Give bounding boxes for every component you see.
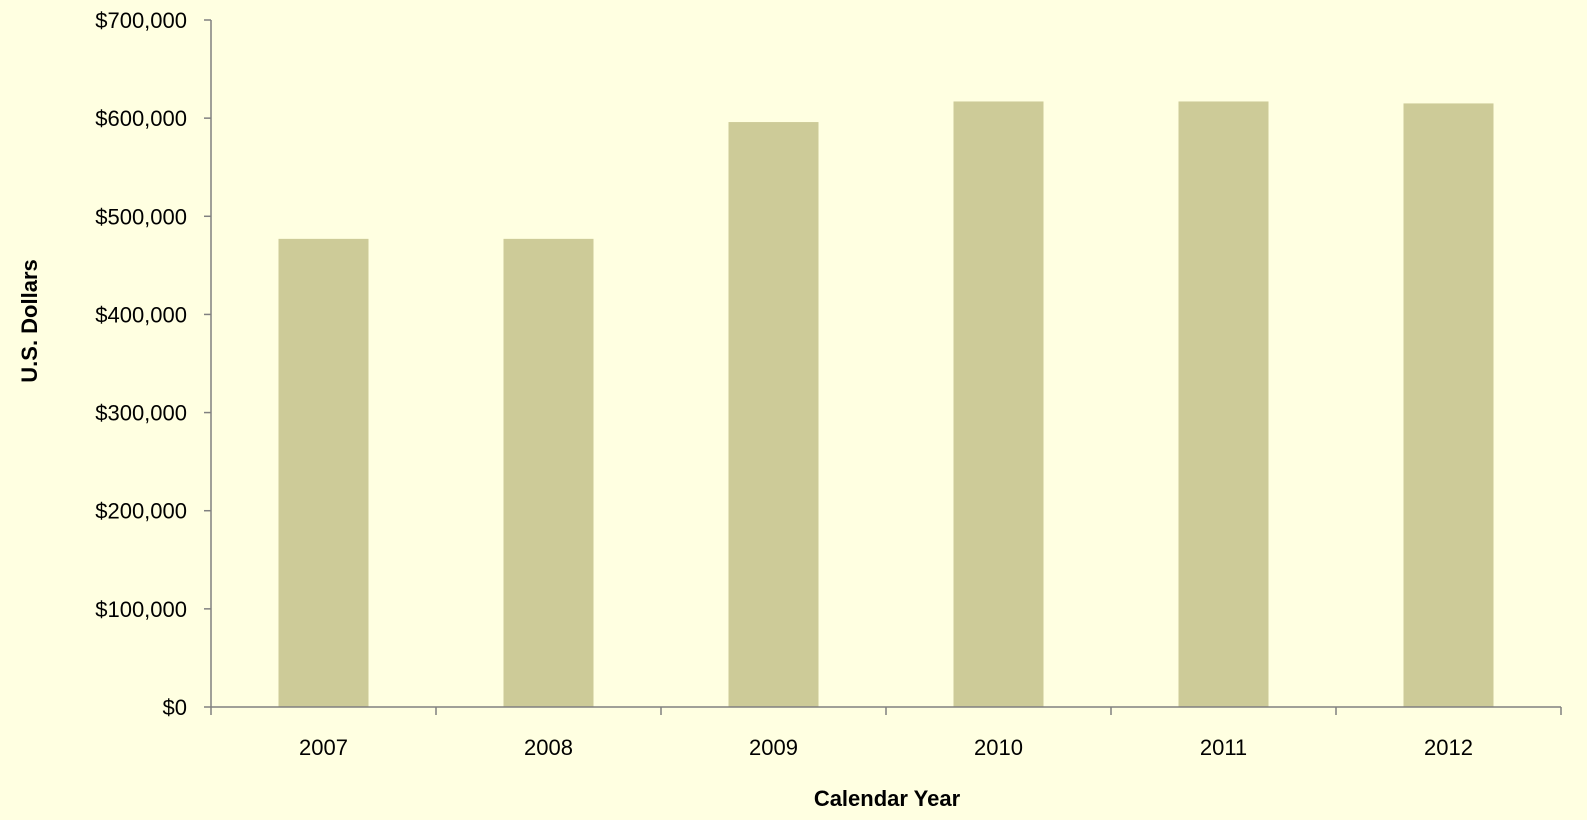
y-tick-label: $0 — [163, 695, 187, 720]
y-tick-label: $700,000 — [95, 8, 187, 33]
x-ticks: 2007 2008 2009 2010 2011 2012 — [210, 707, 1562, 760]
y-tick-label: $100,000 — [95, 597, 187, 622]
x-tick-label: 2011 — [1200, 735, 1247, 760]
y-tick-label: $500,000 — [95, 204, 187, 229]
x-tick-label: 2008 — [524, 735, 573, 760]
axes-layer — [210, 20, 1561, 708]
bar-2011 — [1178, 101, 1269, 708]
bar-2012 — [1403, 103, 1494, 707]
y-tick-label: $400,000 — [95, 302, 187, 327]
y-tick-label: $200,000 — [95, 499, 187, 524]
y-axis-title: U.S. Dollars — [17, 259, 42, 382]
x-axis-title: Calendar Year — [814, 786, 961, 811]
bar-2009 — [728, 122, 819, 707]
bar-2007 — [278, 238, 369, 707]
x-tick-label: 2010 — [974, 735, 1023, 760]
bar-2010 — [953, 101, 1044, 708]
y-tick-label: $600,000 — [95, 106, 187, 131]
bars-layer — [278, 101, 1494, 708]
x-tick-label: 2009 — [749, 735, 798, 760]
bar-2008 — [503, 238, 594, 707]
y-ticks: $0 $100,000 $200,000 $300,000 $400,000 $500,0… — [95, 8, 211, 720]
y-tick-label: $300,000 — [95, 401, 187, 426]
x-tick-label: 2007 — [299, 735, 348, 760]
x-tick-label: 2012 — [1424, 735, 1473, 760]
